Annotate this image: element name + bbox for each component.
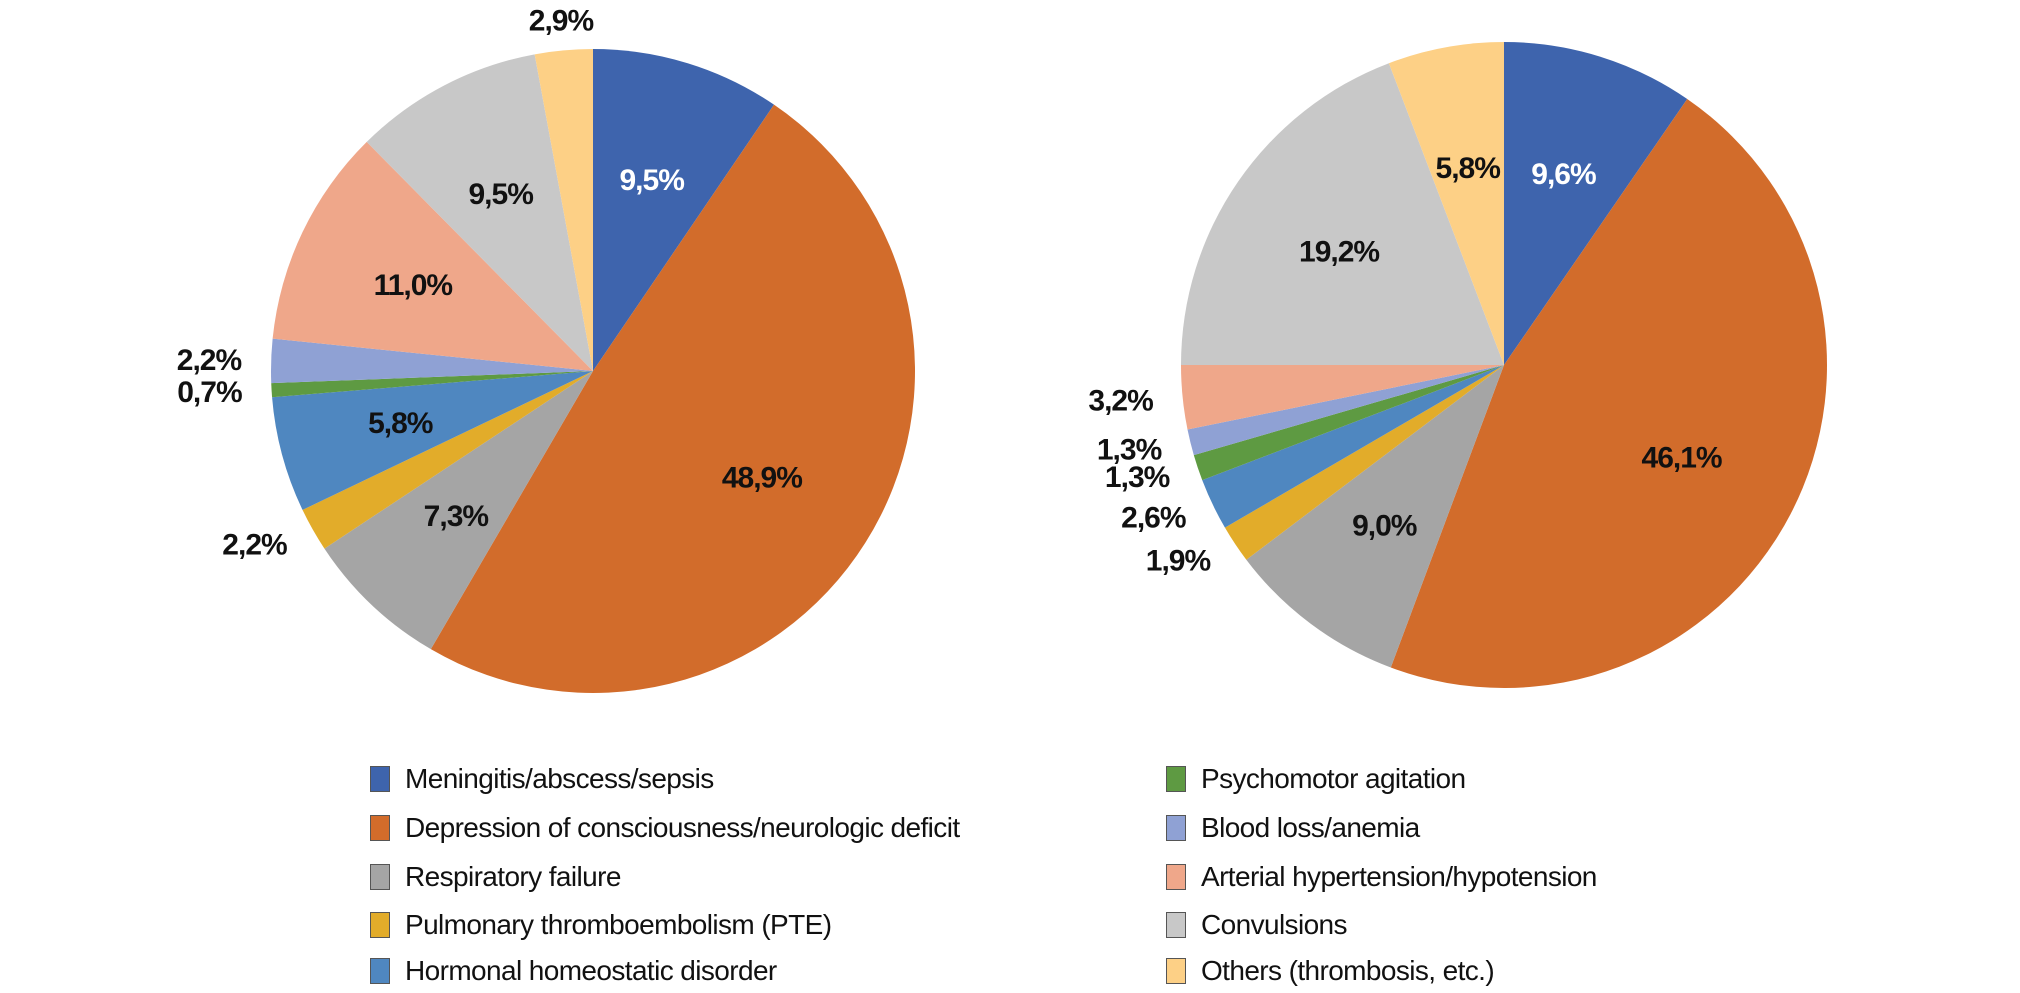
data-label: 9,5% xyxy=(468,178,533,211)
legend-item: Pulmonary thromboembolism (PTE) xyxy=(370,905,832,945)
legend-swatch xyxy=(370,815,390,841)
legend-item: Blood loss/anemia xyxy=(1166,808,1420,848)
legend-swatch xyxy=(1166,766,1186,792)
pie-slice xyxy=(272,371,593,510)
pie-chart-right xyxy=(1181,42,1827,689)
pie-slice xyxy=(430,104,915,693)
legend-label: Others (thrombosis, etc.) xyxy=(1201,955,1495,986)
pie-slice xyxy=(593,49,774,371)
legend-item: Psychomotor agitation xyxy=(1166,759,1466,799)
pie-slice xyxy=(534,49,593,371)
data-label: 11,0% xyxy=(374,269,453,302)
data-label: 2,6% xyxy=(1121,501,1186,534)
pie-slice xyxy=(1246,365,1504,668)
pie-slice xyxy=(1202,365,1504,528)
pie-slice xyxy=(366,54,593,372)
pie-slice xyxy=(272,141,593,371)
legend-label: Blood loss/anemia xyxy=(1201,812,1420,843)
legend-swatch xyxy=(370,766,390,792)
pie-slice xyxy=(302,371,593,549)
legend-item: Meningitis/abscess/sepsis xyxy=(370,759,714,799)
data-label: 1,9% xyxy=(1146,545,1211,578)
data-label: 1,3% xyxy=(1105,461,1170,494)
pie-slice xyxy=(271,338,593,384)
pie-slice xyxy=(1388,42,1504,365)
data-label: 3,2% xyxy=(1088,384,1153,417)
data-label: 2,9% xyxy=(529,4,594,37)
legend-item: Respiratory failure xyxy=(370,857,621,897)
data-label: 5,8% xyxy=(1436,152,1501,185)
legend-label: Convulsions xyxy=(1201,909,1348,940)
pie-slice xyxy=(271,371,593,398)
data-label: 0,7% xyxy=(177,376,242,409)
legend-swatch xyxy=(1166,912,1186,938)
legend-item: Hormonal homeostatic disorder xyxy=(370,951,777,991)
legend-label: Pulmonary thromboembolism (PTE) xyxy=(405,909,832,940)
legend-item: Convulsions xyxy=(1166,905,1348,945)
pie-chart-left xyxy=(271,49,915,693)
data-label: 1,3% xyxy=(1097,434,1162,467)
legend-swatch xyxy=(1166,815,1186,841)
legend-item: Others (thrombosis, etc.) xyxy=(1166,951,1495,991)
pie-slice xyxy=(1224,365,1504,560)
pie-slice xyxy=(324,371,593,650)
data-label: 48,9% xyxy=(722,461,802,494)
legend-label: Arterial hypertension/hypotension xyxy=(1201,861,1597,892)
legend-item: Depression of consciousness/neurologic d… xyxy=(370,808,960,848)
data-label: 2,2% xyxy=(177,344,242,377)
pie-slice xyxy=(1187,365,1504,456)
data-label: 7,3% xyxy=(424,500,489,533)
legend-label: Meningitis/abscess/sepsis xyxy=(405,763,714,794)
legend-label: Respiratory failure xyxy=(405,861,621,892)
legend-swatch xyxy=(370,958,390,984)
legend-swatch xyxy=(1166,864,1186,890)
pie-slice xyxy=(1181,63,1504,365)
data-label: 9,6% xyxy=(1531,158,1596,191)
pie-slice xyxy=(1193,365,1504,481)
data-label: 5,8% xyxy=(368,407,433,440)
legend-swatch xyxy=(370,912,390,938)
pie-slice xyxy=(1504,42,1688,365)
data-label: 2,2% xyxy=(222,528,287,561)
legend-swatch xyxy=(1166,958,1186,984)
data-label: 19,2% xyxy=(1299,235,1379,268)
data-label: 9,0% xyxy=(1352,510,1417,543)
legend-label: Psychomotor agitation xyxy=(1201,763,1466,794)
pie-slice xyxy=(1181,365,1504,430)
pie-slice xyxy=(1390,98,1827,689)
data-label: 46,1% xyxy=(1642,442,1722,475)
data-label: 9,5% xyxy=(620,164,685,197)
legend-swatch xyxy=(370,864,390,890)
legend-label: Hormonal homeostatic disorder xyxy=(405,955,777,986)
legend-item: Arterial hypertension/hypotension xyxy=(1166,857,1597,897)
legend-label: Depression of consciousness/neurologic d… xyxy=(405,812,960,843)
